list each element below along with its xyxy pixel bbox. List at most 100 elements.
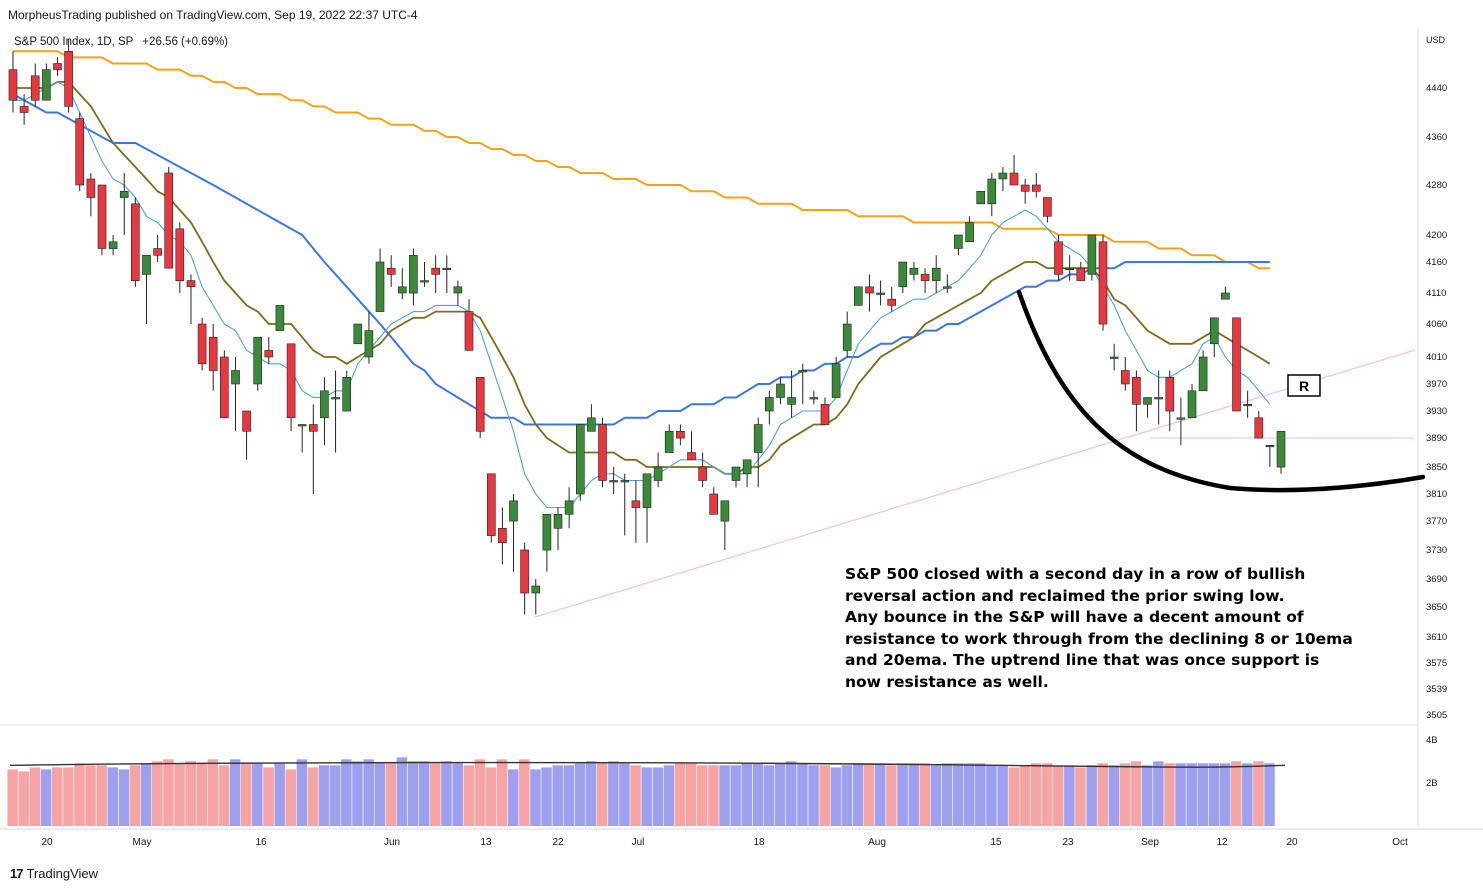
candle-body[interactable] <box>1276 430 1286 468</box>
candle-body[interactable] <box>119 191 129 198</box>
candle-body[interactable] <box>164 172 173 269</box>
candle-body[interactable] <box>954 234 963 249</box>
candle-body[interactable] <box>231 370 240 385</box>
candle-body[interactable] <box>776 383 785 398</box>
candle-body[interactable] <box>531 585 541 594</box>
candle-body[interactable] <box>1109 356 1119 359</box>
candle-body[interactable] <box>742 459 752 475</box>
candle-body[interactable] <box>375 261 385 312</box>
candle-body[interactable] <box>809 397 819 400</box>
candle-body[interactable] <box>308 424 318 432</box>
candle-body[interactable] <box>431 267 441 275</box>
candle-body[interactable] <box>542 513 552 551</box>
candle-body[interactable] <box>1221 292 1230 300</box>
candle-body[interactable] <box>887 298 897 306</box>
candle-body[interactable] <box>853 286 863 306</box>
candle-body[interactable] <box>787 397 796 405</box>
candle-body[interactable] <box>1243 403 1252 407</box>
candle-body[interactable] <box>1098 241 1108 325</box>
candle-body[interactable] <box>108 241 118 249</box>
candle-body[interactable] <box>1054 241 1063 275</box>
candle-body[interactable] <box>53 63 62 70</box>
candle-body[interactable] <box>8 69 18 101</box>
candle-body[interactable] <box>720 500 730 522</box>
candle-body[interactable] <box>420 280 429 283</box>
candle-body[interactable] <box>486 473 496 536</box>
candle-body[interactable] <box>1187 390 1197 419</box>
candle-body[interactable] <box>275 305 285 331</box>
candle-body[interactable] <box>297 424 307 427</box>
candle-body[interactable] <box>42 69 51 101</box>
candle-body[interactable] <box>30 75 40 101</box>
candle-body[interactable] <box>1032 184 1041 192</box>
candle-body[interactable] <box>175 228 185 282</box>
candle-body[interactable] <box>86 178 96 198</box>
candle-body[interactable] <box>1154 397 1163 400</box>
candle-body[interactable] <box>1065 267 1074 271</box>
candle-body[interactable] <box>987 178 997 205</box>
candle-body[interactable] <box>453 286 463 294</box>
candle-body[interactable] <box>598 424 607 481</box>
candle-body[interactable] <box>942 286 952 289</box>
candle-body[interactable] <box>97 184 107 249</box>
candle-body[interactable] <box>208 336 218 371</box>
candle-body[interactable] <box>1165 376 1175 412</box>
candle-body[interactable] <box>931 267 941 281</box>
candle-body[interactable] <box>186 280 196 288</box>
candle-body[interactable] <box>342 376 352 412</box>
candle-body[interactable] <box>442 267 452 271</box>
candle-body[interactable] <box>842 323 852 351</box>
candle-body[interactable] <box>753 424 763 453</box>
candle-body[interactable] <box>609 480 618 483</box>
candle-body[interactable] <box>498 527 507 544</box>
candle-body[interactable] <box>698 466 707 481</box>
candle-body[interactable] <box>820 403 830 425</box>
candle-body[interactable] <box>709 493 719 515</box>
candle-body[interactable] <box>286 343 296 418</box>
candle-body[interactable] <box>564 500 574 515</box>
candle-body[interactable] <box>386 267 396 275</box>
candle-body[interactable] <box>920 274 930 281</box>
candle-body[interactable] <box>687 452 696 461</box>
candle-body[interactable] <box>220 356 229 419</box>
candle-body[interactable] <box>1143 397 1152 405</box>
candle-body[interactable] <box>142 255 151 275</box>
candle-body[interactable] <box>1087 234 1097 275</box>
candle-body[interactable] <box>1198 356 1208 392</box>
candle-body[interactable] <box>664 430 674 453</box>
candle-body[interactable] <box>520 549 529 594</box>
candle-body[interactable] <box>1232 317 1241 412</box>
candle-body[interactable] <box>364 330 374 358</box>
candle-body[interactable] <box>464 311 474 351</box>
candle-body[interactable] <box>865 286 874 294</box>
candle-body[interactable] <box>1176 417 1186 420</box>
candle-body[interactable] <box>876 292 885 295</box>
candle-body[interactable] <box>575 424 585 495</box>
candle-body[interactable] <box>131 203 140 282</box>
candle-body[interactable] <box>409 255 418 294</box>
candle-body[interactable] <box>75 118 84 186</box>
candle-body[interactable] <box>1076 267 1086 281</box>
candle-body[interactable] <box>1121 370 1130 385</box>
candle-body[interactable] <box>1265 444 1275 448</box>
candle-body[interactable] <box>197 323 207 365</box>
candle-body[interactable] <box>631 500 641 508</box>
candle-body[interactable] <box>1254 417 1264 439</box>
candle-body[interactable] <box>253 336 262 385</box>
candle-body[interactable] <box>676 430 685 439</box>
candle-body[interactable] <box>909 267 919 275</box>
candle-body[interactable] <box>553 513 563 529</box>
candle-body[interactable] <box>320 390 329 419</box>
candle-body[interactable] <box>1043 197 1052 217</box>
candle-body[interactable] <box>653 466 663 481</box>
candle-body[interactable] <box>587 417 596 432</box>
candle-body[interactable] <box>1210 317 1219 345</box>
candle-body[interactable] <box>64 50 73 107</box>
candle-body[interactable] <box>397 286 407 294</box>
candle-body[interactable] <box>353 323 363 345</box>
candle-body[interactable] <box>998 172 1008 180</box>
candle-body[interactable] <box>1132 376 1141 405</box>
candle-body[interactable] <box>19 106 29 113</box>
candle-body[interactable] <box>242 410 251 432</box>
